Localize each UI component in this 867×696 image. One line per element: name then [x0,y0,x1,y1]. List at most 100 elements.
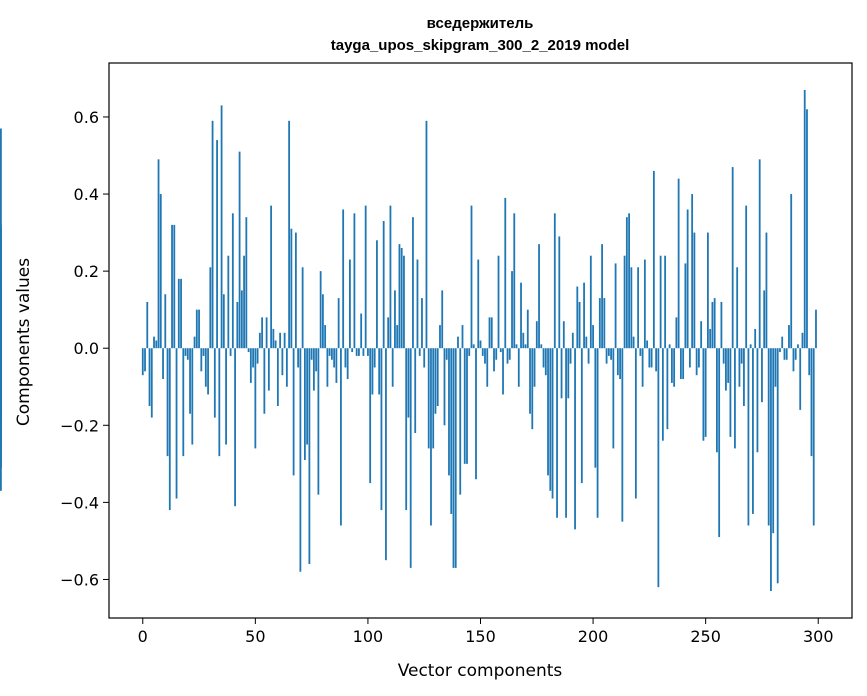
bar-166 [515,344,518,349]
bar-106 [380,348,383,511]
bar-263 [734,348,736,449]
bar-230 [659,255,662,349]
bar-138 [452,348,455,568]
bar-249 [702,348,705,441]
bar-33 [216,140,218,349]
bar-60 [276,348,279,407]
bar-268 [745,205,748,349]
bar-118 [407,348,410,418]
bar-289 [792,348,795,372]
bar-180 [547,348,549,476]
bar-8 [159,194,162,349]
bar-13 [171,224,173,349]
bar-322 [0,240,2,349]
bar-184 [556,348,558,518]
bar-89 [342,209,345,349]
bar-121 [414,348,417,433]
bar-183 [553,213,556,349]
bar-70 [299,348,302,572]
bar-185 [558,236,561,349]
bar-210 [614,263,617,349]
bar-244 [691,194,694,349]
bar-270 [749,344,752,349]
bar-126 [425,120,428,349]
bar-45 [243,255,245,349]
bar-171 [526,309,529,349]
bar-18 [182,348,185,457]
bar-104 [376,240,378,349]
bar-135 [445,348,448,360]
bar-10 [164,294,167,349]
bar-282 [776,348,779,584]
bar-271 [752,348,754,514]
bar-113 [396,325,399,349]
bar-91 [346,348,349,380]
bar-202 [596,348,599,518]
bar-32 [213,348,216,418]
bar-219 [634,348,637,499]
bar-125 [423,348,426,368]
bar-29 [207,348,209,395]
x-axis-label: Vector components [398,661,563,681]
bar-57 [270,205,273,349]
bar-186 [560,348,563,399]
bar-127 [427,348,430,449]
bar-256 [718,348,721,538]
bar-140 [457,336,459,349]
bar-157 [495,348,498,360]
bar-257 [720,301,723,349]
bar-214 [623,255,626,349]
bar-165 [513,213,516,349]
bar-59 [274,340,277,349]
bar-208 [610,348,612,360]
bar-212 [619,348,621,380]
bar-176 [538,244,540,349]
bar-209 [612,348,615,449]
bar-19 [184,348,187,356]
bar-193 [576,286,579,349]
bar-48 [249,348,252,383]
bar-9 [162,348,164,380]
y-tick-label: 0.2 [74,262,99,281]
bar-154 [488,317,491,349]
bar-132 [439,325,441,349]
bar-211 [616,348,619,376]
bar-179 [544,348,547,376]
bar-series [0,89,817,592]
bar-275 [761,348,763,403]
bar-2 [146,301,149,349]
y-tick-label: 0.0 [74,339,99,358]
bar-194 [578,301,581,349]
bar-5 [153,336,155,349]
bar-114 [398,244,401,349]
bar-260 [727,348,730,383]
bar-229 [657,348,660,588]
bar-228 [655,348,658,372]
bar-41 [234,348,236,507]
bar-248 [700,321,703,349]
bar-74 [308,348,311,565]
bar-167 [517,348,520,387]
bar-221 [639,348,642,356]
bar-170 [524,344,527,349]
bar-173 [531,348,534,430]
bar-253 [711,301,714,349]
bar-83 [328,348,331,356]
bar-78 [317,348,320,495]
bar-97 [360,313,363,349]
bar-217 [630,267,633,349]
bar-293 [801,332,804,349]
bar-267 [743,348,745,407]
bar-136 [448,348,450,476]
bar-298 [812,348,815,526]
bar-139 [454,348,457,568]
bar-129 [432,348,435,449]
bar-252 [709,328,712,349]
bar-223 [643,259,646,349]
y-tick-label: −0.2 [60,416,99,435]
bar-281 [774,348,777,387]
bar-25 [198,309,200,349]
y-tick-label: 0.6 [74,108,99,127]
bar-96 [358,348,360,356]
bar-280 [772,348,775,534]
